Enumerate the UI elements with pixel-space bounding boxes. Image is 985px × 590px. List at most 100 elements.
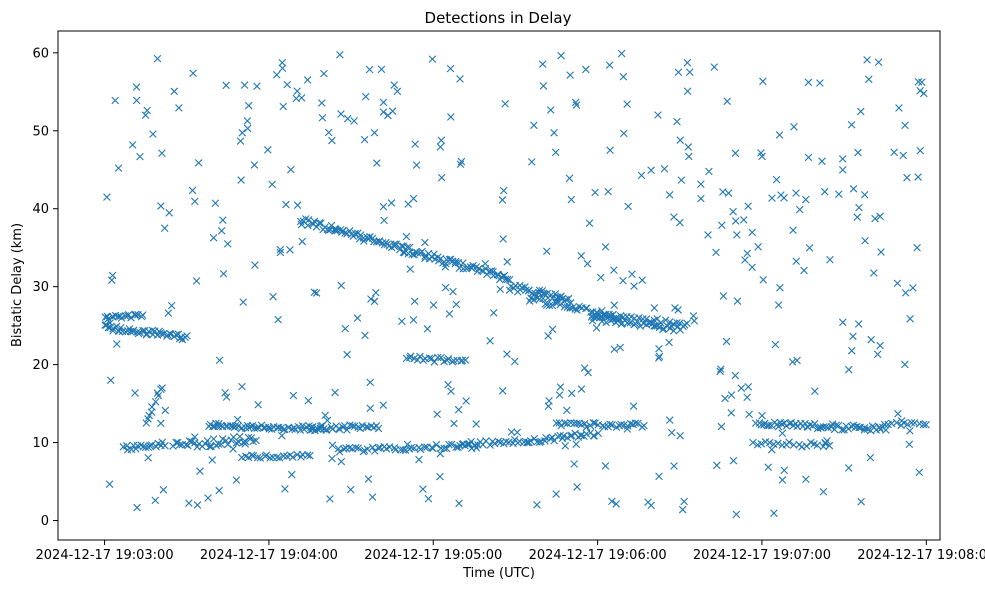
detection-point xyxy=(489,309,498,317)
detection-point xyxy=(266,454,274,462)
detection-point xyxy=(654,354,663,362)
detection-point xyxy=(612,500,621,508)
detection-point xyxy=(446,64,455,73)
detection-point xyxy=(496,285,505,294)
detection-point xyxy=(373,159,381,167)
detection-point xyxy=(346,485,355,494)
detection-point xyxy=(538,60,547,68)
y-tick-label: 20 xyxy=(32,358,49,373)
detection-point xyxy=(811,387,819,395)
detection-point xyxy=(737,384,746,392)
detection-point xyxy=(252,436,260,445)
detection-point xyxy=(665,318,674,326)
detection-point xyxy=(719,292,728,300)
detection-point xyxy=(131,310,140,319)
detection-point xyxy=(297,94,306,102)
detection-point xyxy=(724,189,733,197)
detection-point xyxy=(771,340,780,349)
detection-point xyxy=(219,269,228,278)
detection-point xyxy=(175,441,184,449)
detection-point xyxy=(623,319,632,327)
detection-point xyxy=(304,396,313,405)
detection-point xyxy=(172,438,181,447)
detection-point xyxy=(606,420,614,429)
detection-point xyxy=(744,383,753,391)
detection-point xyxy=(719,188,727,196)
detection-point xyxy=(666,416,674,424)
y-tick-label: 30 xyxy=(32,280,49,295)
detection-point xyxy=(631,419,640,428)
detection-point xyxy=(154,391,163,400)
detection-point xyxy=(215,486,223,495)
detection-point xyxy=(559,432,568,440)
detection-point xyxy=(729,456,738,465)
detection-point xyxy=(880,420,889,429)
detection-point xyxy=(897,417,906,425)
detection-point xyxy=(838,155,847,163)
detection-point xyxy=(825,441,834,450)
detection-point xyxy=(844,365,853,374)
detection-point xyxy=(416,445,425,454)
detection-point xyxy=(839,318,847,327)
detection-point xyxy=(733,231,741,239)
detection-point xyxy=(873,350,882,359)
detection-point xyxy=(683,87,692,95)
detection-point xyxy=(674,306,682,314)
detection-point xyxy=(456,75,464,83)
detection-point xyxy=(705,167,713,176)
detection-point xyxy=(217,440,225,449)
detection-point xyxy=(232,439,241,447)
detection-point xyxy=(804,153,813,162)
detection-point xyxy=(502,437,510,446)
detection-point xyxy=(223,240,232,248)
detection-point xyxy=(370,297,379,306)
detection-point xyxy=(456,160,465,169)
detection-point xyxy=(661,316,670,324)
detection-point xyxy=(447,113,455,121)
detection-point xyxy=(279,102,288,111)
detection-point xyxy=(861,236,869,245)
detection-point xyxy=(278,64,287,73)
detection-point xyxy=(821,438,830,447)
detection-point xyxy=(619,276,627,285)
detection-point xyxy=(127,314,135,322)
detection-point xyxy=(585,219,594,227)
detection-point xyxy=(655,344,663,353)
detection-point xyxy=(890,148,898,157)
detection-point xyxy=(239,298,247,306)
detection-point xyxy=(262,451,271,459)
detection-point xyxy=(676,136,685,144)
detection-point xyxy=(557,421,565,430)
detection-point xyxy=(849,185,858,193)
detection-point xyxy=(774,301,783,309)
detection-point xyxy=(893,279,902,288)
detection-point xyxy=(580,364,589,372)
detection-point xyxy=(399,446,407,454)
detection-point xyxy=(670,462,678,470)
detection-point xyxy=(159,486,168,494)
detection-point xyxy=(501,99,509,108)
y-tick-label: 60 xyxy=(32,46,49,61)
plot-frame xyxy=(57,30,941,541)
detection-point xyxy=(733,297,742,305)
detection-point xyxy=(758,411,766,420)
detection-point xyxy=(623,422,632,430)
detection-point xyxy=(522,286,530,295)
detection-point xyxy=(297,220,306,229)
detection-point xyxy=(560,419,569,427)
detection-point xyxy=(909,284,917,292)
detection-point xyxy=(847,120,856,129)
detection-point xyxy=(855,203,863,212)
detection-point xyxy=(780,466,789,475)
detection-point xyxy=(764,463,773,472)
detection-point xyxy=(503,258,512,266)
detection-point xyxy=(379,401,388,409)
detection-point xyxy=(175,104,183,112)
detection-point xyxy=(318,113,327,122)
detection-point xyxy=(731,149,740,158)
detection-point xyxy=(899,151,908,160)
detection-point xyxy=(472,444,481,452)
detection-point xyxy=(114,164,123,172)
detection-point xyxy=(640,421,648,430)
detection-point xyxy=(287,165,295,174)
